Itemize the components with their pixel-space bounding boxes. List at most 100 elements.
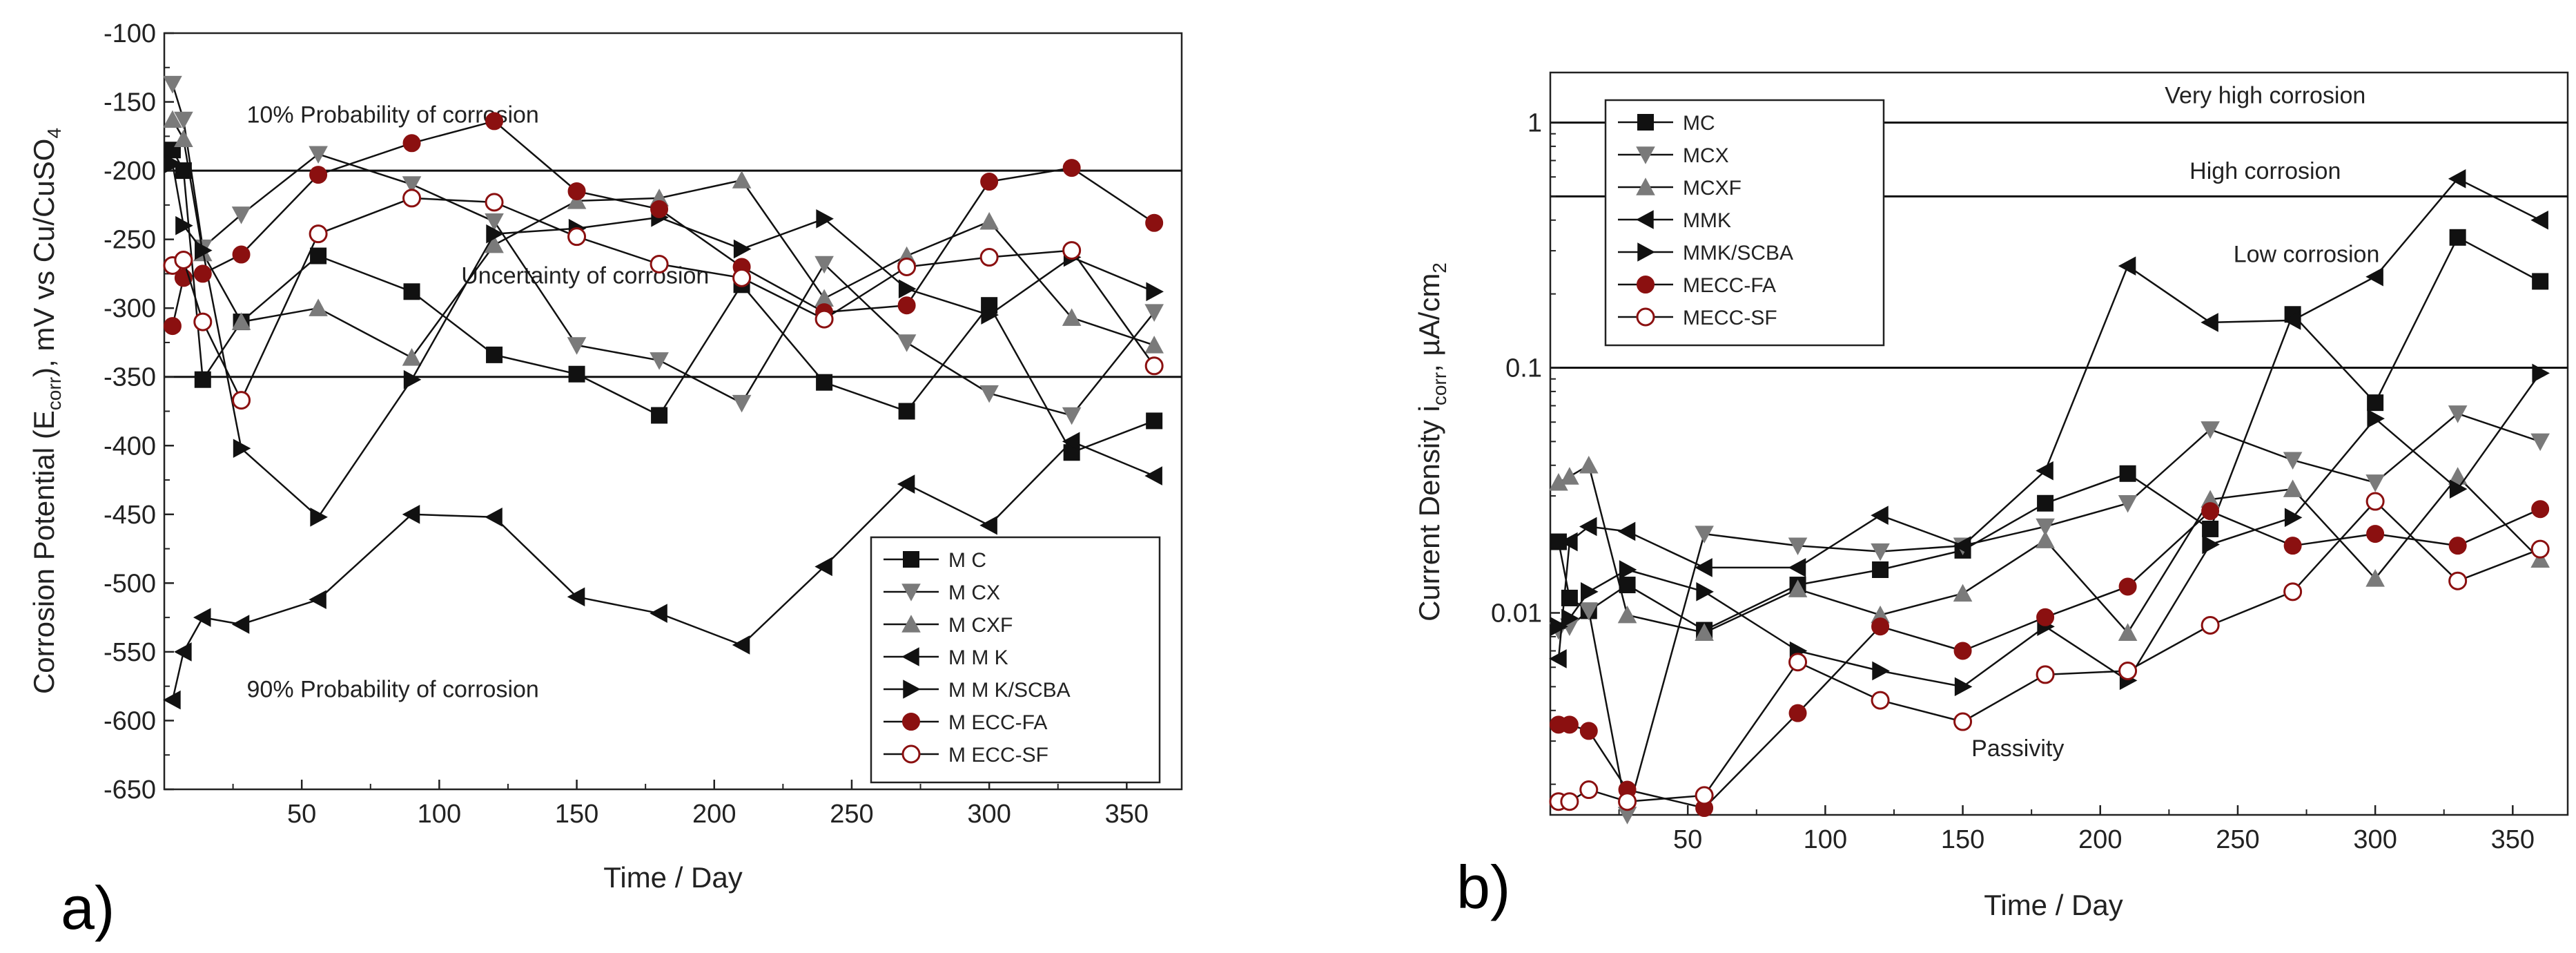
panel-a-series-m-m-k-scba-point-12 <box>981 305 999 325</box>
panel-b-series-mmk-scba-point-10 <box>2202 535 2220 555</box>
panel-b-series-mcxf-point-8 <box>2036 530 2055 548</box>
panel-b-series-mmk-scba-point-1 <box>1561 608 1579 628</box>
panel-b-series-mecc-fa-point-14 <box>2531 500 2550 519</box>
panel-b-series-mc-point-8 <box>2037 494 2054 512</box>
panel-a-series-m-ecc-fa-point-11 <box>897 296 916 315</box>
undefined-entry-mcxf-label: MCXF <box>1683 177 1741 200</box>
panel-a-series-m-m-k-point-13 <box>1062 432 1080 452</box>
panel-b-annotation-high-corrosion: High corrosion <box>2189 158 2341 184</box>
panel-b-series-mcx-point-11 <box>2283 452 2303 470</box>
panel-a-series-m-cxf-point-1 <box>174 129 193 148</box>
undefined-entry-m-cx: M CX <box>884 581 1000 604</box>
undefined-entry-m-m-k-scba-marker <box>903 680 921 699</box>
panel-a-series-m-m-k-scba-point-2 <box>195 240 213 260</box>
undefined-entry-mmk-label: MMK <box>1683 209 1731 232</box>
panel-b-series-mecc-sf-point-7 <box>1953 712 1973 731</box>
panel-a-series-m-cxf-point-4 <box>309 298 328 316</box>
panel-b-series-mmk-point-14 <box>2530 210 2548 230</box>
panel-b-xtick-label-1: 100 <box>1804 825 1847 854</box>
panel-b-series-mmk-scba-point-13 <box>2449 479 2468 499</box>
panel-b-series-mcxf-point-2 <box>1579 455 1599 474</box>
panel-a-series-m-m-k-point-4 <box>309 590 326 610</box>
panel-a-series-m-ecc-sf-point-4 <box>309 224 328 244</box>
panel-b-ytick-label-2: 0.01 <box>1491 599 1542 628</box>
panel-a-y-axis-title-part-1: corr <box>43 377 65 410</box>
panel-b-series-mecc-sf-point-10 <box>2201 615 2220 635</box>
undefined-entry-mmk-scba: MMK/SCBA <box>1618 242 1793 264</box>
panel-a-xtick-label-1: 100 <box>418 800 461 829</box>
undefined-entry-mc-label: MC <box>1683 112 1715 135</box>
undefined-entry-mcxf: MCXF <box>1618 177 1741 200</box>
panel-a-series-m-cx-point-6 <box>485 213 504 231</box>
panel-a-series-m-cx-point-9 <box>732 394 752 413</box>
panel-a-series-m-m-k-scba-point-3 <box>233 439 251 459</box>
panel-a-ytick-label-11: -650 <box>104 776 156 805</box>
undefined-entry-mecc-fa-label: MECC-FA <box>1683 274 1776 297</box>
panel-b-series-mecc-fa-point-13 <box>2448 537 2467 555</box>
panel-b-xtick-label-0: 50 <box>1673 825 1702 854</box>
panel-a-xtick-label-4: 250 <box>830 800 873 829</box>
panel-b-series-mcx-point-13 <box>2448 405 2468 423</box>
panel-b-series-mecc-sf <box>1549 492 2550 811</box>
undefined-entry-mc: MC <box>1618 112 1715 135</box>
panel-a-series-m-ecc-sf-point-3 <box>232 391 251 410</box>
undefined-entry-mmk-scba-label: MMK/SCBA <box>1683 242 1793 264</box>
panel-b-series-mcxf-point-11 <box>2283 479 2303 497</box>
panel-b-series-mecc-sf-point-8 <box>2036 665 2055 684</box>
panel-b-xtick-label-4: 250 <box>2216 825 2259 854</box>
panel-a-series-m-ecc-sf-point-13 <box>1062 241 1082 260</box>
panel-a-xtick-label-3: 200 <box>692 800 736 829</box>
panel-a-series-m-ecc-sf-point-9 <box>732 268 752 287</box>
undefined-entry-m-m-k: M M K <box>884 646 1008 669</box>
undefined-entry-mcx-label: MCX <box>1683 144 1729 167</box>
panel-b-series-mmk-point-0 <box>1549 649 1567 668</box>
panel-a-series-m-m-k-point-11 <box>897 474 915 494</box>
panel-b-series-mmk-point-6 <box>1871 506 1889 526</box>
panel-b-series-mmk-point-8 <box>2036 461 2053 481</box>
panel-b-y-axis-title-part-3: 2 <box>1429 262 1450 273</box>
undefined-entry-m-m-k-marker <box>901 647 919 666</box>
panel-b: 50 100 150 200 250 300 350 1 0.1 0.01 Very high co… <box>1413 71 2569 921</box>
panel-b-y-axis-title-part-2: , µA/cm <box>1413 273 1445 372</box>
panel-b-series-mecc-fa-point-1 <box>1560 715 1579 734</box>
panel-a-series-m-ecc-sf-point-2 <box>193 312 213 331</box>
panel-b-series-mcx-point-4 <box>1695 526 1714 543</box>
panel-a-series-m-cx <box>163 75 1164 425</box>
panel-a-series-m-m-k-scba-point-9 <box>733 239 752 259</box>
panel-a-series-m-c-point-10 <box>816 374 833 391</box>
panel-a-series-m-m-k-point-8 <box>650 604 667 623</box>
panel-b-series-mecc-sf-point-14 <box>2530 539 2550 559</box>
panel-a-series-m-cx-point-13 <box>1062 407 1082 425</box>
undefined-entry-mecc-fa: MECC-FA <box>1618 274 1776 297</box>
panel-a-series-m-m-k-scba-point-5 <box>403 369 422 389</box>
undefined-entry-m-m-k-label: M M K <box>948 646 1008 669</box>
undefined-entry-mecc-sf: MECC-SF <box>1618 307 1777 329</box>
undefined-entry-m-cxf-label: M CXF <box>948 614 1013 637</box>
panel-a-series-m-c-point-14 <box>1146 412 1163 430</box>
panel-a-ytick-label-10: -600 <box>104 706 156 735</box>
panel-b-label: b) <box>1456 853 1510 921</box>
panel-b-series-mcxf-point-10 <box>2201 490 2220 508</box>
panel-b-x-axis-title: Time / Day <box>1984 889 2123 921</box>
undefined-entry-m-ecc-fa: M ECC-FA <box>884 711 1047 734</box>
panel-a-series-m-m-k-scba-point-14 <box>1146 282 1164 302</box>
panel-a-series-m-m-k-point-12 <box>979 515 997 535</box>
panel-a-ytick-label-6: -400 <box>104 432 156 461</box>
panel-a-series-m-c-point-5 <box>403 283 420 300</box>
panel-b-series-mc-point-12 <box>2367 394 2384 412</box>
panel-a-series-m-m-k-point-9 <box>732 635 750 655</box>
panel-b-series-mmk-scba <box>1550 363 2550 697</box>
panel-b-series-mcxf-point-5 <box>1788 579 1808 597</box>
panel-b-series-mmk-point-2 <box>1579 517 1597 537</box>
panel-a-series-m-m-k-point-7 <box>567 587 585 607</box>
panel-a: 50 100 150 200 250 300 350 -100 -150 -200 -250 -300… <box>28 19 1183 942</box>
undefined-entry-m-cxf: M CXF <box>884 614 1013 637</box>
panel-a-series-m-cxf-point-13 <box>1062 308 1082 326</box>
panel-a-series-m-ecc-fa-point-2 <box>193 264 212 283</box>
panel-b-series-mecc-fa <box>1549 500 2550 818</box>
panel-b-series-mcxf-point-4 <box>1695 623 1714 641</box>
panel-b-series-mecc-fa-point-6 <box>1871 617 1890 636</box>
undefined-entry-mecc-sf-label: MECC-SF <box>1683 307 1777 329</box>
panel-a-series-m-m-k-point-3 <box>231 615 250 634</box>
undefined-entry-m-ecc-sf-label: M ECC-SF <box>948 744 1048 767</box>
